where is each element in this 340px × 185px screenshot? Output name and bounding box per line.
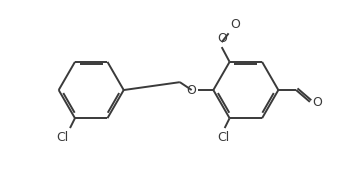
Text: O: O xyxy=(231,18,240,31)
Text: O: O xyxy=(312,96,322,109)
Text: Cl: Cl xyxy=(218,131,230,144)
Text: Cl: Cl xyxy=(56,131,68,144)
Text: O: O xyxy=(187,84,197,97)
Text: O: O xyxy=(217,32,227,45)
